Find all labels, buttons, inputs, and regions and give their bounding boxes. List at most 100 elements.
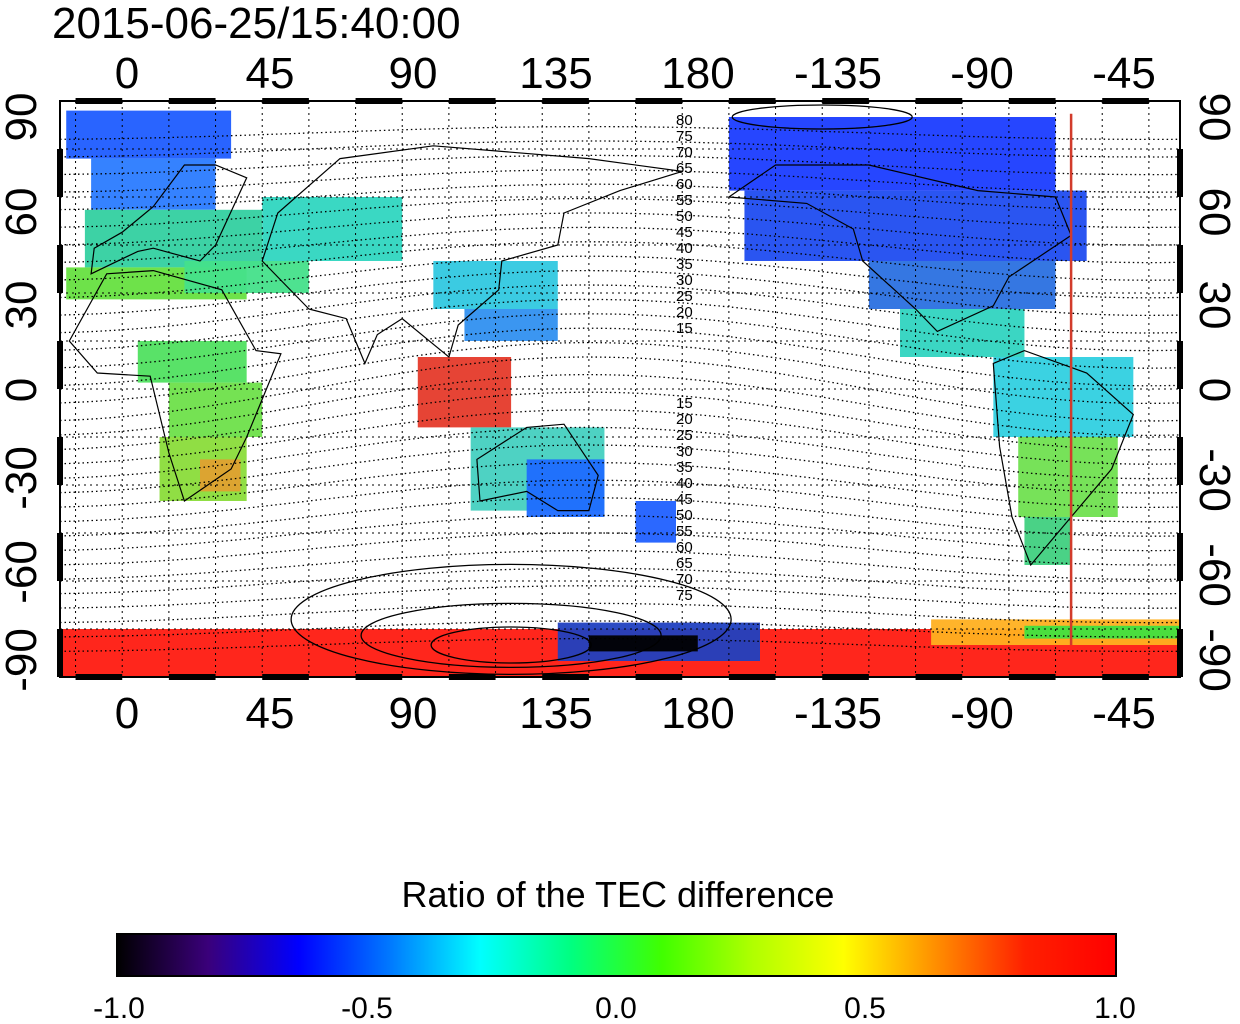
lat-tick-left-30: 30 (0, 281, 46, 330)
contour-line (60, 255, 1180, 299)
contour-label-south: 35 (676, 459, 693, 476)
lon-tick-bottom-135: 135 (519, 689, 592, 738)
contour-line (60, 479, 1180, 523)
contour-label-north: 15 (676, 320, 693, 337)
contour-label-north: 20 (676, 304, 693, 321)
frame-tick-left (57, 149, 63, 197)
lat-tick-right-minus90: -90 (1190, 628, 1239, 692)
contour-line (60, 356, 1180, 422)
magnetic-latitude-contours (60, 104, 1180, 676)
frame-tick-right (1177, 629, 1183, 677)
tec-patch-philippines (464, 309, 558, 341)
contour-label-south: 75 (676, 587, 693, 604)
contour-label-north: 30 (676, 272, 693, 289)
lon-tick-bottom-180: 180 (661, 689, 734, 738)
lat-tick-right-30: 30 (1190, 281, 1239, 330)
coastline-north-america (727, 164, 1072, 333)
contour-label-north: 80 (676, 112, 693, 129)
contour-label-south: 55 (676, 523, 693, 540)
frame-tick-top (822, 98, 869, 104)
tec-patch-patagonia (1024, 517, 1072, 565)
frame-tick-right (1177, 533, 1183, 581)
colorbar (116, 933, 1117, 977)
lon-tick-top-minus135: -135 (794, 49, 882, 98)
frame-tick-top (262, 98, 309, 104)
contour-label-north: 75 (676, 128, 693, 145)
contour-line (60, 327, 1180, 387)
contour-label-north: 35 (676, 256, 693, 273)
frame-tick-bottom (635, 674, 683, 680)
contour-line (60, 284, 1180, 334)
lon-tick-bottom-minus135: -135 (794, 689, 882, 738)
lat-tick-right-minus30: -30 (1190, 448, 1239, 512)
frame-tick-bottom (1008, 674, 1056, 680)
colorbar-title: Ratio of the TEC difference (402, 874, 835, 915)
contour-label-south: 15 (676, 395, 693, 412)
latitude-ticks-left: 90 60 30 0 -30 -60 -90 (0, 93, 46, 692)
coastline-australia (476, 423, 599, 512)
tec-patch-europe (84, 209, 263, 268)
auroral-oval (731, 104, 913, 130)
contour-label-south: 50 (676, 507, 693, 524)
frame-tick-top (355, 98, 403, 104)
frame-tick-left (57, 533, 63, 581)
contour-label-north: 55 (676, 192, 693, 209)
contour-label-south: 60 (676, 539, 693, 556)
colorbar-tick-0: 0.0 (595, 992, 637, 1024)
contour-line (60, 241, 1180, 281)
lon-tick-bottom-0: 0 (115, 689, 139, 738)
contour-label-south: 70 (676, 571, 693, 588)
colorbar-ticks: -1.0 -0.5 0.0 0.5 1.0 (93, 992, 1136, 1024)
lat-tick-right-60: 60 (1190, 188, 1239, 237)
lat-lon-grid (60, 101, 1180, 677)
frame-tick-right (1177, 149, 1183, 197)
frame-tick-top (635, 98, 683, 104)
lon-tick-top-45: 45 (246, 49, 295, 98)
contour-line (60, 444, 1180, 494)
contour-label-south: 65 (676, 555, 693, 572)
frame-tick-bottom (355, 674, 403, 680)
auroral-oval (430, 626, 592, 664)
lat-tick-left-minus30: -30 (0, 446, 46, 510)
frame-tick-left (57, 437, 63, 485)
contour-label-south: 20 (676, 411, 693, 428)
contour-label-south: 25 (676, 427, 693, 444)
frame-tick-top (1102, 98, 1149, 104)
tec-patch-east-asia (433, 261, 558, 309)
frame-tick-bottom (75, 674, 123, 680)
contour-line (60, 313, 1180, 369)
lon-tick-bottom-minus90: -90 (950, 689, 1014, 738)
tec-patch-arctic-europe (66, 110, 232, 159)
lat-tick-left-minus60: -60 (0, 540, 46, 604)
frame-tick-bottom (168, 674, 216, 680)
lon-tick-bottom-45: 45 (246, 689, 295, 738)
tec-patch-central-america (900, 309, 1025, 357)
lon-tick-top-135: 135 (519, 49, 592, 98)
tec-patch-united-states-south (868, 261, 1056, 309)
longitude-ticks-bottom: 0 45 90 135 180 -135 -90 -45 (115, 689, 1156, 738)
lon-tick-top-minus90: -90 (950, 49, 1014, 98)
frame-tick-left (57, 629, 63, 677)
frame-tick-bottom (1102, 674, 1149, 680)
contour-label-south: 40 (676, 475, 693, 492)
frame-tick-top (915, 98, 963, 104)
contour-label-north: 65 (676, 160, 693, 177)
lon-tick-top-0: 0 (115, 49, 139, 98)
auroral-oval (360, 602, 662, 669)
frame-tick-right (1177, 245, 1183, 293)
tec-patch-new-zealand (635, 501, 676, 543)
contour-label-north: 60 (676, 176, 693, 193)
tec-patch-central-africa (168, 382, 263, 437)
map-panel: 8075706560555045403530252015152025303540… (57, 98, 1183, 680)
frame-tick-bars (57, 98, 1183, 680)
frame-tick-top (75, 98, 123, 104)
lat-tick-left-0: 0 (0, 378, 46, 402)
frame-tick-bottom (542, 674, 589, 680)
colorbar-tick-05: 0.5 (844, 992, 886, 1024)
tec-patch-south-america (1018, 437, 1118, 517)
lon-tick-bottom-minus45: -45 (1092, 689, 1156, 738)
colorbar-tick-minus05: -0.5 (341, 992, 393, 1024)
colorbar-tick-minus1: -1.0 (93, 992, 145, 1024)
contour-label-south: 30 (676, 443, 693, 460)
